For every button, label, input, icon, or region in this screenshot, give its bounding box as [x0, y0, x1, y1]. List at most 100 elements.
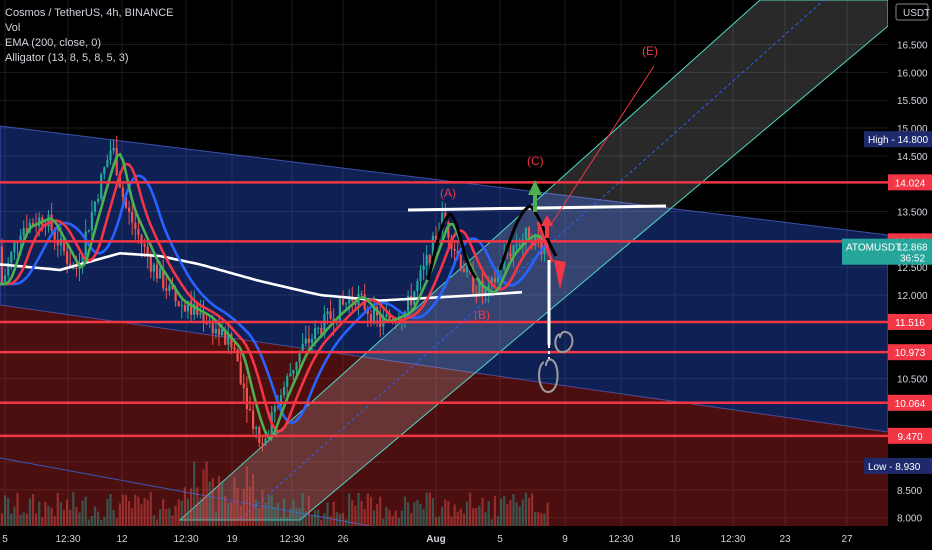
time-axis[interactable] — [0, 526, 888, 550]
candle-body — [255, 427, 258, 430]
candle-body — [372, 306, 376, 323]
volume-bar — [199, 497, 202, 526]
candle-body — [320, 327, 323, 335]
volume-bar — [310, 515, 314, 526]
candle-body — [31, 222, 35, 226]
volume-bar — [81, 500, 84, 526]
volume-bar — [193, 461, 196, 526]
candle-body — [214, 328, 217, 334]
candle-body — [289, 373, 292, 377]
price-tick-label: 8.500 — [897, 486, 922, 497]
volume-bar — [534, 511, 537, 526]
candle-body — [211, 320, 214, 334]
volume-bar — [134, 494, 137, 526]
volume-bar — [35, 513, 38, 526]
time-tick-label: Aug — [426, 534, 445, 545]
volume-bar — [326, 502, 329, 526]
candle-body — [295, 362, 298, 370]
volume-bar — [230, 501, 233, 526]
time-tick-label: 23 — [779, 534, 791, 545]
volume-bar — [16, 492, 19, 526]
volume-bar — [53, 516, 56, 526]
candle-body — [7, 262, 10, 276]
volume-bar — [267, 495, 270, 526]
price-level-tag — [888, 174, 932, 191]
candle-body — [4, 275, 7, 285]
volume-bar — [369, 496, 372, 526]
volume-bar — [351, 500, 354, 526]
candle-body — [115, 148, 118, 176]
volume-bar — [332, 501, 335, 526]
candle-body — [109, 150, 112, 161]
time-tick-label: 12:30 — [720, 534, 745, 545]
target-circle-2 — [538, 358, 559, 394]
symbol-title[interactable]: Cosmos / TetherUS, 4h, BINANCE — [5, 7, 174, 19]
currency-badge[interactable] — [895, 3, 929, 21]
volume-bar — [338, 513, 341, 526]
volume-bar — [10, 513, 13, 526]
candle-body — [19, 235, 22, 243]
price-tick-label: 13.500 — [897, 208, 928, 219]
volume-bar — [341, 512, 345, 526]
lower-trend-line — [0, 457, 371, 526]
volume-bar — [465, 501, 469, 526]
high-tag-label: High - 14.800 — [868, 135, 928, 146]
time-tick-label: 27 — [841, 534, 853, 545]
price-tick-label: 16.500 — [897, 41, 928, 52]
volume-bar — [72, 492, 75, 526]
candle-body — [128, 207, 131, 212]
volume-bar — [205, 461, 208, 526]
candle-body — [425, 255, 428, 266]
candle-body — [348, 298, 351, 304]
volume-bar — [168, 508, 171, 526]
candle-body — [475, 292, 478, 295]
candle-body — [422, 265, 425, 270]
volume-bar — [518, 506, 521, 526]
candle-body — [81, 254, 84, 265]
volume-bar — [478, 505, 481, 526]
time-tick-label: 26 — [337, 534, 349, 545]
volume-legend[interactable]: Vol — [5, 22, 21, 34]
volume-bar — [47, 506, 50, 526]
candle-body — [174, 288, 177, 302]
volume-bar — [87, 519, 90, 526]
volume-bar — [286, 517, 289, 526]
volume-bar — [515, 502, 518, 526]
alligator-legend[interactable]: Alligator (13, 8, 5, 8, 5, 3) — [5, 52, 129, 64]
target-circle-1 — [554, 330, 574, 354]
candle-body — [245, 387, 248, 409]
candle-body — [199, 312, 202, 315]
price-level-tag-label: 11.516 — [895, 318, 925, 329]
volume-bar — [124, 494, 128, 526]
volume-bar — [62, 509, 66, 526]
volume-bar — [323, 513, 326, 526]
candle-body — [462, 268, 465, 273]
volume-bar — [400, 510, 403, 526]
candle-body — [531, 240, 534, 246]
low-tag-label: Low - 8.930 — [868, 462, 921, 473]
volume-bar — [162, 499, 165, 526]
price-levels — [0, 181, 888, 438]
volume-bar — [7, 498, 10, 526]
pattern-a-curve — [426, 212, 478, 281]
volume-bar — [314, 510, 317, 526]
ema-legend[interactable]: EMA (200, close, 0) — [5, 37, 101, 49]
volume-bar — [208, 481, 211, 526]
volume-bar — [487, 501, 490, 526]
volume-bar — [407, 502, 410, 526]
volume-bar — [196, 487, 199, 526]
volume-bar — [543, 513, 546, 526]
candle-body — [543, 245, 546, 255]
candle-body — [149, 256, 152, 272]
candle-body — [534, 234, 537, 246]
label-e: (E) — [642, 44, 658, 58]
candle-body — [317, 327, 320, 329]
candle-body — [326, 311, 329, 315]
volume-bar — [22, 512, 25, 526]
candle-body — [286, 376, 289, 387]
candle-body — [298, 350, 301, 363]
candle-body — [509, 253, 512, 257]
candle-body — [493, 277, 496, 283]
volume-bar — [233, 477, 236, 526]
